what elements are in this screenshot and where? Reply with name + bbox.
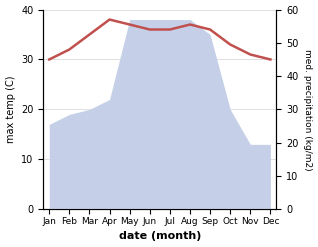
Y-axis label: max temp (C): max temp (C) bbox=[5, 76, 16, 143]
Y-axis label: med. precipitation (kg/m2): med. precipitation (kg/m2) bbox=[303, 49, 313, 170]
X-axis label: date (month): date (month) bbox=[119, 231, 201, 242]
